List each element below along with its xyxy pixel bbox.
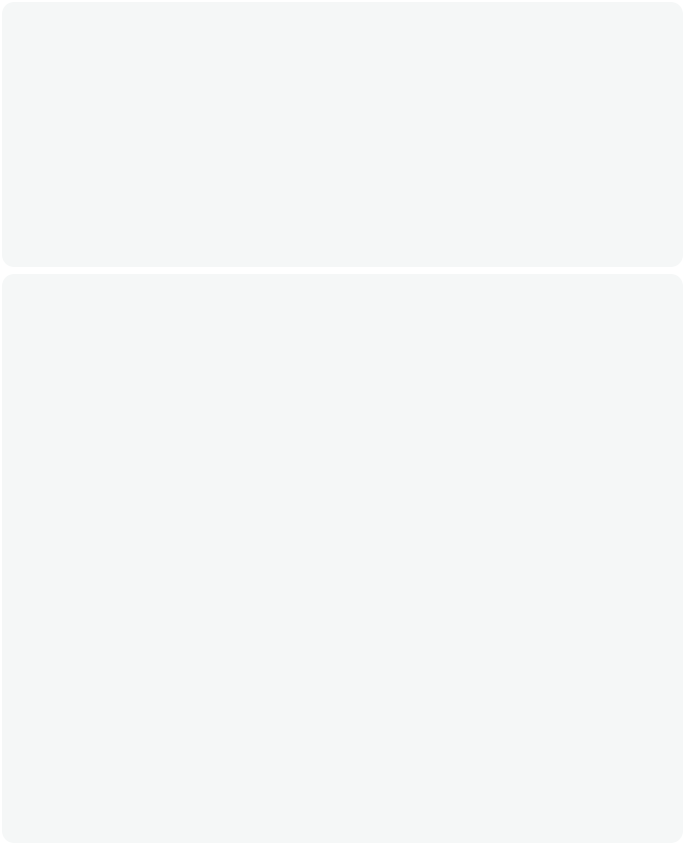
panel-b-background [2, 274, 683, 843]
panel-a-background [2, 2, 683, 267]
